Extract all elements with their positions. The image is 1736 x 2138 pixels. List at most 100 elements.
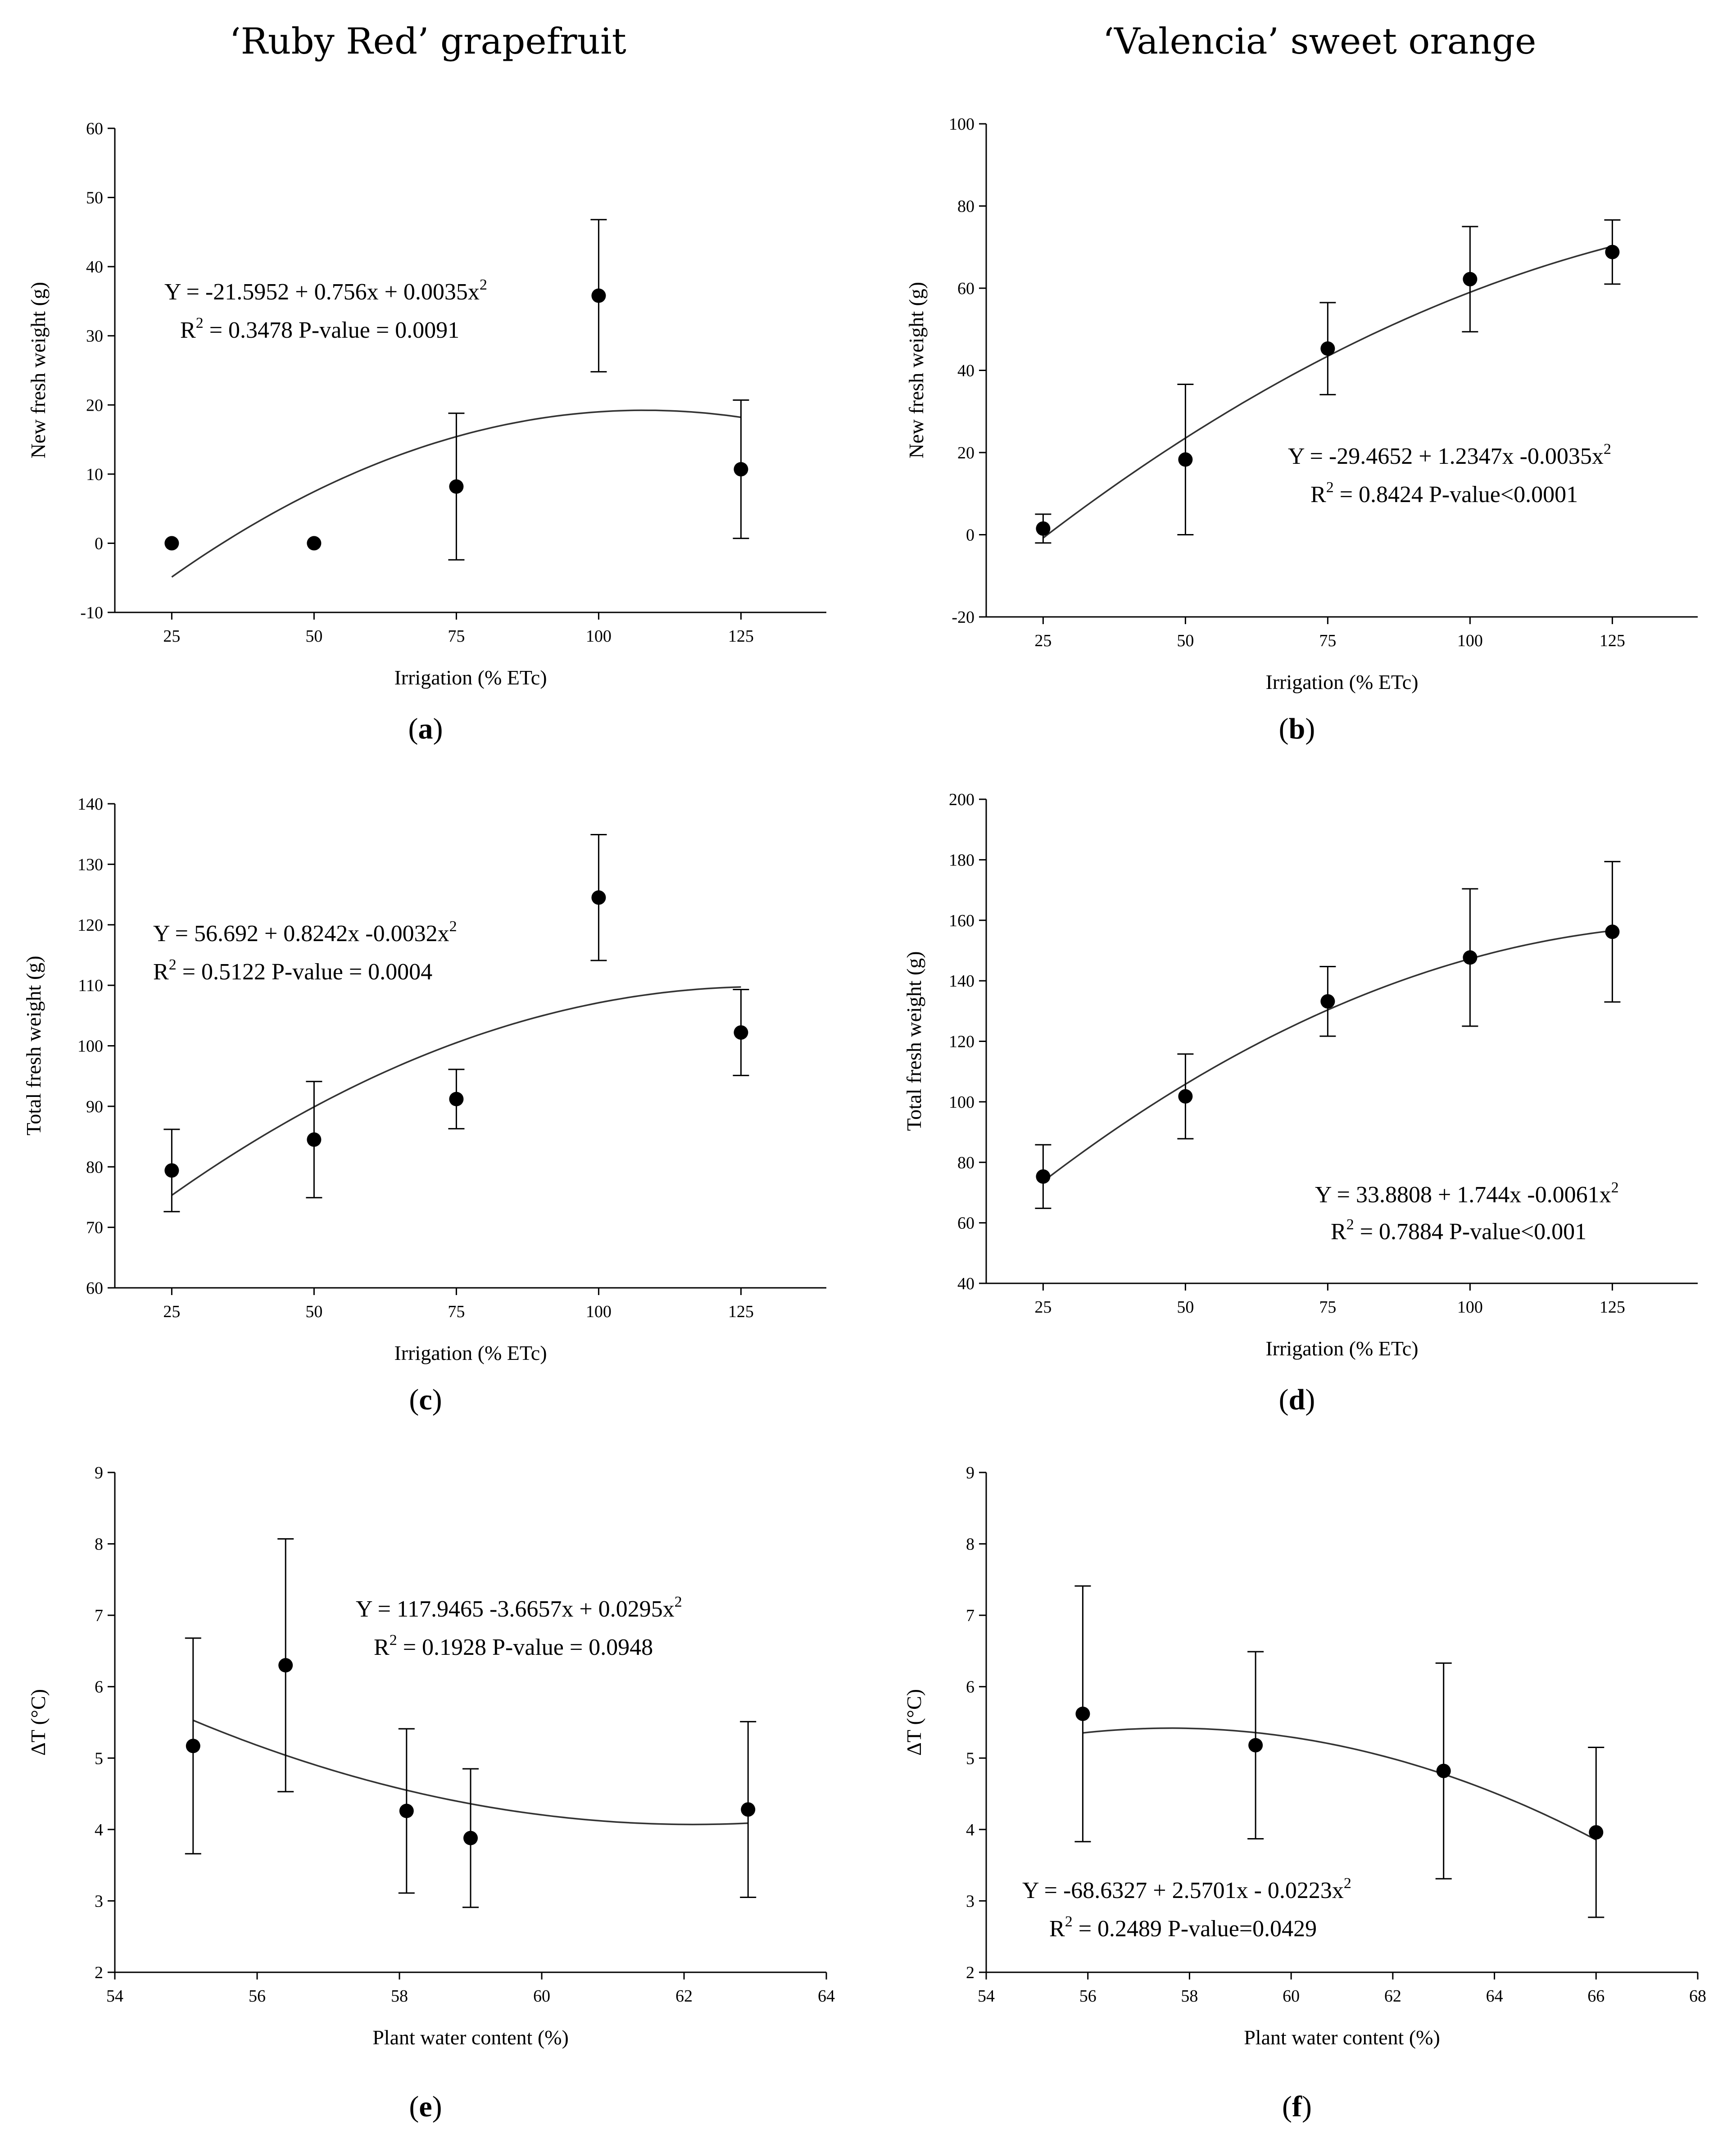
x-tick-label: 50 [1177,631,1194,650]
fit-stats-values: = 0.3478 P-value = 0.0091 [204,317,460,343]
panel-label-close: ) [432,2090,442,2123]
data-point [399,1803,414,1818]
y-tick-label: 80 [957,197,975,216]
y-tick-label: 0 [95,534,103,553]
y-tick-label: 6 [95,1678,103,1697]
y-tick-label: 8 [95,1535,103,1554]
y-tick-label: 4 [95,1821,103,1839]
data-point [1589,1825,1604,1840]
y-tick-label: -10 [80,603,103,622]
panel-label-open: ( [1282,2090,1292,2123]
panel-label-close: ) [1302,2090,1312,2123]
data-point [307,1132,322,1147]
panel-label-open: ( [1279,712,1289,745]
x-tick-label: 64 [1486,1987,1503,2006]
y-tick-label: 3 [966,1892,975,1911]
data-point [591,288,606,303]
x-tick-label: 62 [1384,1987,1401,2006]
x-axis-label: Irrigation (% ETc) [394,1341,547,1364]
fit-equation-exponent: 2 [449,918,457,935]
fit-stats: R2 = 0.7884 P-value<0.001 [1331,1216,1586,1245]
x-tick-label: 100 [586,627,612,646]
fit-stats-values: = 0.2489 P-value=0.0429 [1073,1916,1317,1942]
y-tick-label: 0 [966,526,975,545]
y-tick-label: 20 [957,444,975,462]
fit-stats-values: = 0.5122 P-value = 0.0004 [177,959,433,985]
data-point [1605,924,1620,939]
fit-curve [171,986,741,1196]
y-tick-label: 5 [95,1749,103,1768]
panel-label-open: ( [1279,1383,1289,1416]
left-column-title: ‘Ruby Red’ grapefruit [229,20,626,62]
x-axis-label: Plant water content (%) [1244,2026,1440,2049]
data-point [307,536,322,551]
y-tick-label: 100 [77,1037,103,1056]
data-point [1036,521,1051,536]
r-squared-exponent: 2 [196,315,204,331]
fit-equation: Y = 56.692 + 0.8242x -0.0032x2 [153,918,457,947]
y-tick-label: 4 [966,1821,975,1839]
y-tick-label: 110 [78,976,103,995]
x-tick-label: 50 [305,1302,322,1321]
y-tick-label: 60 [957,279,975,298]
x-tick-label: 58 [391,1987,408,2006]
panel-label: (e) [409,2090,442,2123]
y-tick-label: 60 [86,119,103,138]
chart-panel-c: 60 70 80 90 100 110 120 130 140 25 50 75 100 125 Irrig… [22,795,826,1416]
chart-panel-b: -20 0 20 40 60 80 100 25 50 75 100 125 Irrigation (%… [905,115,1698,745]
y-tick-label: 160 [949,911,975,930]
y-tick-label: 200 [949,790,975,809]
x-tick-label: 100 [1457,631,1483,650]
fit-equation: Y = 117.9465 -3.6657x + 0.0295x2 [356,1594,682,1622]
x-tick-label: 100 [1457,1298,1483,1317]
fit-equation-exponent: 2 [1604,441,1611,457]
fit-equation-exponent: 2 [480,276,487,293]
x-tick-label: 50 [305,627,322,646]
y-tick-label: 2 [966,1963,975,1982]
data-point [1178,452,1193,467]
y-tick-label: 30 [86,327,103,346]
fit-equation-exponent: 2 [1344,1875,1351,1892]
r-squared-exponent: 2 [390,1632,397,1649]
fit-equation: Y = -29.4652 + 1.2347x -0.0035x2 [1288,441,1611,469]
x-tick-label: 25 [1034,631,1052,650]
x-tick-label: 75 [448,1302,465,1321]
panel-label-letter: f [1292,2090,1302,2123]
fit-stats: R2 = 0.3478 P-value = 0.0091 [180,315,459,343]
y-tick-label: 6 [966,1678,975,1697]
x-tick-label: 100 [586,1302,612,1321]
data-point [734,462,748,477]
chart-panel-d: 40 60 80 100 120 140 160 180 200 25 50 75 100 125 Irri… [902,790,1698,1416]
x-tick-label: 75 [1319,631,1336,650]
panel-label-letter: d [1289,1383,1305,1416]
panel-label-close: ) [1305,1383,1315,1416]
data-point [186,1739,200,1753]
data-point [1605,245,1620,259]
y-tick-label: 100 [949,115,975,134]
y-tick-label: 70 [86,1218,103,1237]
y-axis-label: ΔT (°C) [27,1689,50,1756]
data-point [741,1802,756,1817]
fit-stats-values: = 0.8424 P-value<0.0001 [1334,482,1578,507]
panel-label-close: ) [432,1383,442,1416]
y-tick-label: 3 [95,1892,103,1911]
y-tick-label: 5 [966,1749,975,1768]
data-point [1248,1738,1263,1753]
x-tick-label: 25 [163,627,180,646]
x-tick-label: 68 [1689,1987,1706,2006]
y-tick-label: 7 [95,1606,103,1625]
fit-curve [1083,1727,1597,1841]
x-tick-label: 54 [106,1987,123,2006]
panel-label: (f) [1282,2090,1312,2123]
y-axis-label: Total fresh weight (g) [22,956,45,1135]
panel-label-letter: e [419,2090,432,2123]
x-tick-label: 25 [1034,1298,1052,1317]
r-squared-symbol: R [1331,1219,1346,1245]
y-tick-label: 9 [95,1463,103,1482]
x-tick-label: 62 [675,1987,693,2006]
r-squared-symbol: R [180,317,196,343]
panel-label-close: ) [1305,712,1315,745]
x-tick-label: 56 [249,1987,266,2006]
